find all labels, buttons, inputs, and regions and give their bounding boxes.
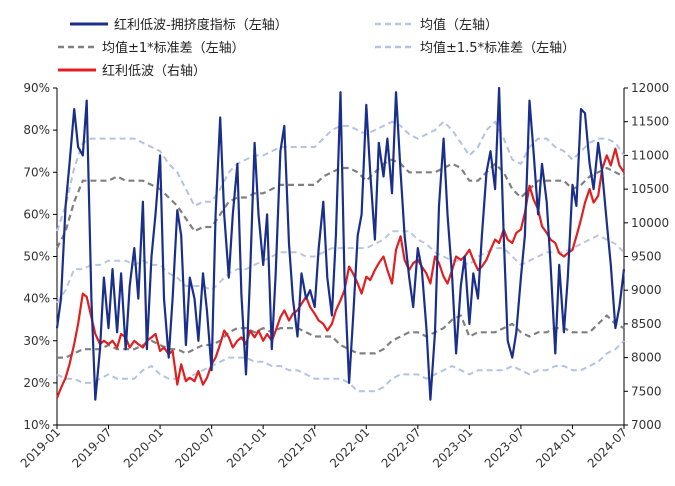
legend-label-crowding: 红利低波-拥挤度指标（左轴）	[114, 17, 288, 33]
y-left-tick-label: 30%	[23, 334, 50, 348]
y-right-tick-label: 10500	[631, 182, 669, 196]
x-tick-label: 2021-01	[224, 425, 269, 470]
y-right-tick-label: 9000	[631, 283, 662, 297]
x-tick-label: 2019-07	[69, 425, 114, 470]
y-right-tick-label: 10000	[631, 216, 669, 230]
y-right-tick-label: 8000	[631, 351, 662, 365]
x-tick-label: 2022-07	[379, 425, 424, 470]
legend-label-mean: 均值（左轴）	[420, 17, 498, 33]
plot-lines	[55, 86, 626, 401]
y-right-tick-label: 9500	[631, 250, 662, 264]
y-right-tick-label: 7000	[631, 418, 662, 432]
y-left-ticks: 10% 20% 30% 40% 50% 60% 70% 80% 90%	[23, 81, 57, 432]
x-tick-label: 2020-01	[121, 425, 166, 470]
x-tick-label: 2019-01	[18, 425, 63, 470]
legend: 红利低波-拥挤度指标（左轴） 均值（左轴） 均值±1*标准差（左轴） 均值±1.…	[58, 17, 575, 79]
legend-label-std1: 均值±1*标准差（左轴）	[102, 40, 245, 56]
y-left-tick-label: 10%	[23, 418, 50, 432]
series-line-std15-upper	[56, 120, 625, 232]
x-tick-label: 2023-01	[430, 425, 475, 470]
y-left-tick-label: 70%	[23, 165, 50, 179]
x-tick-label: 2021-07	[275, 425, 320, 470]
y-right-ticks: 7000 7500 8000 8500 9000 9500 10000 10500 11000 1…	[624, 81, 669, 432]
legend-label-std15: 均值±1.5*标准差（左轴）	[420, 40, 575, 56]
x-tick-label: 2024-07	[585, 425, 630, 470]
y-right-tick-label: 11500	[631, 115, 669, 129]
y-right-tick-label: 8500	[631, 317, 662, 331]
series-line-crowding	[55, 86, 626, 401]
series-line-std1-lower	[57, 314, 625, 359]
x-tick-label: 2023-07	[482, 425, 527, 470]
series-line-std15-lower	[56, 340, 625, 393]
legend-label-index: 红利低波（右轴）	[102, 63, 206, 79]
y-left-tick-label: 50%	[23, 250, 50, 264]
y-right-tick-label: 12000	[631, 81, 669, 95]
series-line-index	[55, 147, 625, 399]
x-ticks: 2019-01 2019-07 2020-01 2020-07 2021-01 2021-…	[18, 425, 630, 471]
y-right-tick-label: 7500	[631, 384, 662, 398]
x-tick-label: 2020-07	[172, 425, 217, 470]
y-right-tick-label: 11000	[631, 148, 669, 162]
y-left-tick-label: 60%	[23, 207, 50, 221]
y-left-tick-label: 80%	[23, 123, 50, 137]
y-left-tick-label: 20%	[23, 376, 50, 390]
x-tick-label: 2022-01	[327, 425, 372, 470]
y-left-tick-label: 90%	[23, 81, 50, 95]
x-tick-label: 2024-01	[533, 425, 578, 470]
y-left-tick-label: 40%	[23, 292, 50, 306]
